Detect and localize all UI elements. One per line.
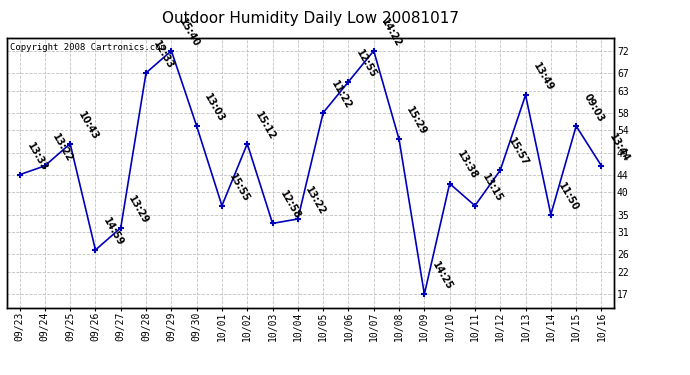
Text: 12:58: 12:58 xyxy=(278,189,302,221)
Text: 13:29: 13:29 xyxy=(126,194,150,226)
Text: Copyright 2008 Cartronics.com: Copyright 2008 Cartronics.com xyxy=(10,43,166,52)
Text: 13:44: 13:44 xyxy=(607,132,631,164)
Text: 10:43: 10:43 xyxy=(76,110,100,142)
Text: 12:33: 12:33 xyxy=(152,39,176,71)
Text: 14:22: 14:22 xyxy=(380,17,404,49)
Text: 14:59: 14:59 xyxy=(101,216,125,248)
Text: 13:49: 13:49 xyxy=(531,61,555,93)
Text: 13:15: 13:15 xyxy=(480,172,504,204)
Text: 15:12: 15:12 xyxy=(253,110,277,142)
Text: 11:22: 11:22 xyxy=(328,79,353,111)
Text: 14:25: 14:25 xyxy=(430,260,454,292)
Text: 15:29: 15:29 xyxy=(404,105,428,137)
Text: 13:38: 13:38 xyxy=(455,150,480,182)
Text: 15:40: 15:40 xyxy=(177,17,201,49)
Text: Outdoor Humidity Daily Low 20081017: Outdoor Humidity Daily Low 20081017 xyxy=(162,11,459,26)
Text: 11:50: 11:50 xyxy=(556,180,580,212)
Text: 13:33: 13:33 xyxy=(25,141,49,172)
Text: 15:55: 15:55 xyxy=(228,172,252,204)
Text: 13:03: 13:03 xyxy=(202,92,226,124)
Text: 09:03: 09:03 xyxy=(582,92,606,124)
Text: 15:57: 15:57 xyxy=(506,136,530,168)
Text: 13:22: 13:22 xyxy=(50,132,75,164)
Text: 12:55: 12:55 xyxy=(354,48,378,80)
Text: 13:22: 13:22 xyxy=(304,185,328,217)
